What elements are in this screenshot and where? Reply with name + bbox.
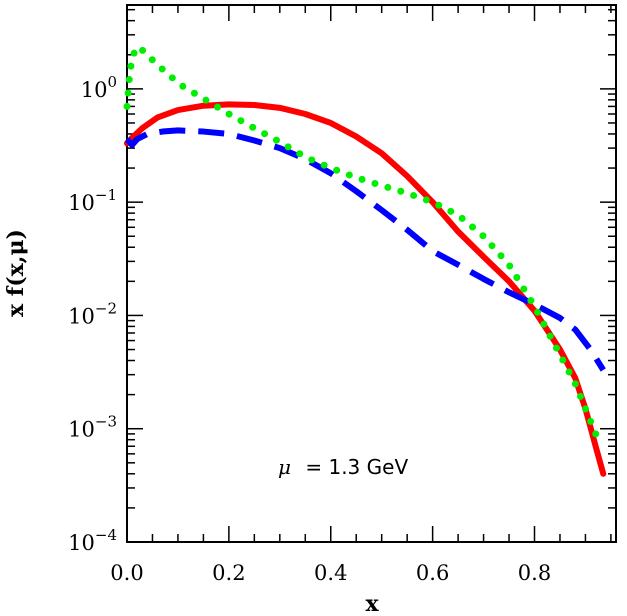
y-axis-label: x f(x,μ) [3, 229, 29, 317]
x-tick-label: 0.8 [518, 561, 551, 585]
y-tick-label: 10−1 [68, 186, 117, 215]
plot-frame [126, 4, 617, 543]
series-group [123, 43, 607, 477]
x-tick-label: 0.0 [110, 561, 143, 585]
annotation: μ = 1.3 GeV [278, 455, 408, 479]
series-0-solid-line [124, 101, 607, 477]
x-tick-label: 0.2 [212, 561, 245, 585]
x-axis-label: x [365, 591, 379, 616]
y-tick-label: 100 [81, 73, 117, 102]
ticks [126, 5, 616, 543]
x-tick-label: 0.6 [416, 561, 449, 585]
y-tick-labels: 10−4 10−3 10−2 10−1 100 [68, 73, 117, 555]
y-tick-label: 10−3 [68, 413, 117, 442]
series-2-dotted-line [123, 43, 605, 450]
annotation-mu: μ [278, 455, 291, 479]
x-tick-labels: 0.0 0.2 0.4 0.6 0.8 [110, 561, 551, 585]
y-tick-label: 10−4 [68, 526, 117, 555]
x-tick-label: 0.4 [314, 561, 347, 585]
series-1-dashed-line [124, 127, 606, 372]
y-tick-label: 10−2 [68, 299, 117, 328]
annotation-rest: = 1.3 GeV [305, 455, 408, 479]
